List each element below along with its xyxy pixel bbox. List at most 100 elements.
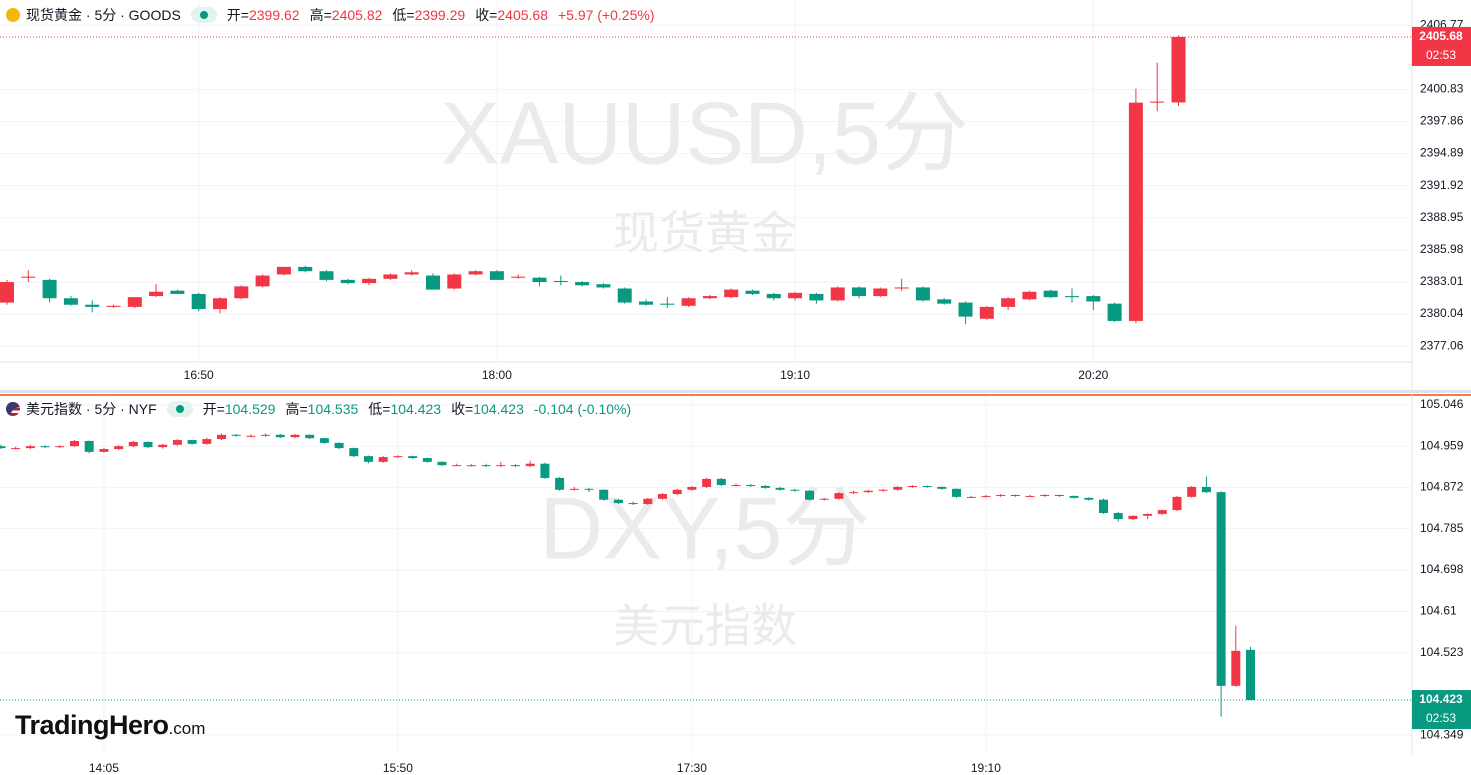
candle-body (362, 278, 377, 284)
candle-body (170, 290, 185, 294)
candle-body (687, 486, 697, 490)
candle-body (532, 277, 547, 283)
visibility-toggle[interactable] (166, 401, 193, 417)
candle-body (383, 274, 398, 279)
x-tick-label: 15:50 (383, 761, 413, 775)
candle-body (702, 478, 712, 487)
x-tick-label: 14:05 (89, 761, 119, 775)
candle-body (952, 488, 961, 497)
candle-body (1010, 494, 1020, 496)
candle-body (99, 449, 109, 452)
candle-body (466, 465, 476, 467)
symbol-icon (6, 402, 20, 416)
ohlc-label: 低= (368, 401, 391, 417)
candle-body (716, 478, 726, 486)
y-tick-label: 2383.01 (1420, 274, 1464, 288)
candle-body (290, 434, 300, 438)
candle-body (1022, 291, 1037, 300)
legend-header: 现货黄金 · 5分 · GOODS 开=2399.62 高=2405.82 低=23… (6, 4, 655, 26)
ohlc-value: 2405.82 (331, 7, 383, 23)
candle-body (617, 288, 632, 303)
candle-body (907, 485, 917, 487)
ohlc-value: 104.423 (473, 401, 524, 417)
candle-body (481, 465, 491, 467)
y-tick-label: 104.61 (1420, 604, 1457, 618)
ohlc-label: 收= (451, 401, 474, 417)
y-tick-label: 104.959 (1420, 438, 1464, 452)
candle-body (596, 284, 611, 288)
panel: 14:05 15:50 17:30 19:10 104.349 104.523 104.61… (0, 396, 1471, 775)
y-tick-label: 2377.06 (1420, 338, 1464, 352)
candle-body (966, 496, 976, 498)
countdown-label: 02:53 (1426, 48, 1456, 62)
candle-body (1084, 497, 1094, 500)
candle-body (1201, 486, 1211, 493)
candle-body (1099, 499, 1108, 513)
candle-body (319, 438, 329, 443)
candle-body (511, 465, 520, 467)
x-tick-label: 19:10 (971, 761, 1001, 775)
candle-body (1107, 303, 1122, 321)
y-tick-label: 2397.86 (1420, 114, 1464, 128)
change-label: +5.97 (+0.25%) (557, 7, 655, 23)
candle-body (628, 503, 638, 505)
ohlc-item: 高=2405.82 (310, 5, 383, 25)
candle-body (805, 490, 814, 500)
ohlc-label: 开= (226, 7, 249, 23)
axis-strip (0, 362, 1471, 390)
visibility-toggle[interactable] (190, 7, 217, 23)
symbol-icon (6, 8, 20, 22)
candle-body (143, 441, 153, 448)
y-tick-label: 2391.92 (1420, 178, 1464, 192)
y-tick-label: 2400.83 (1420, 82, 1464, 96)
ohlc-value: 104.535 (307, 401, 359, 417)
candle-body (1069, 495, 1079, 498)
ohlc-label: 高= (285, 401, 308, 417)
candle-body (84, 440, 94, 452)
y-tick-label: 104.349 (1420, 727, 1464, 741)
candle-body (202, 439, 212, 444)
candle-body (830, 287, 845, 301)
candle-body (319, 271, 334, 280)
candle-body (555, 477, 565, 490)
candle-body (468, 271, 483, 275)
candle-body (298, 266, 313, 272)
candle-body (809, 293, 824, 301)
candle-body (599, 489, 609, 500)
candle-body (334, 442, 344, 449)
ohlc-value: 104.423 (390, 401, 442, 417)
candle-body (766, 293, 781, 299)
candle-body (937, 299, 952, 304)
candle-body (234, 286, 249, 299)
y-tick-label: 104.523 (1420, 645, 1464, 659)
x-tick-label: 16:50 (184, 368, 214, 382)
y-tick-label: 2388.95 (1420, 210, 1464, 224)
candle-body (1128, 515, 1138, 520)
candle-body (70, 440, 79, 447)
candle-body (873, 288, 888, 297)
x-tick-label: 17:30 (677, 761, 707, 775)
candle-body (128, 441, 138, 447)
candle-body (114, 446, 124, 450)
candle-body (1025, 495, 1035, 497)
candle-body (1054, 494, 1064, 496)
candle-body (489, 271, 504, 280)
candle-body (672, 489, 682, 495)
candle-body (452, 465, 462, 467)
candle-body (1172, 496, 1182, 511)
candle-body (937, 486, 947, 489)
ohlc-value: 2405.68 (497, 7, 548, 23)
last-price-label: 104.423 (1419, 692, 1463, 706)
candle-body (191, 293, 206, 310)
candle-body (378, 457, 388, 462)
candle-body (893, 486, 903, 490)
candle-body (172, 440, 182, 445)
candle-body (1040, 494, 1050, 496)
candle-body (511, 276, 526, 278)
y-tick-label: 2380.04 (1420, 306, 1464, 320)
candle-body (834, 493, 844, 499)
x-tick-label: 18:00 (482, 368, 512, 382)
candle-body (63, 298, 78, 305)
